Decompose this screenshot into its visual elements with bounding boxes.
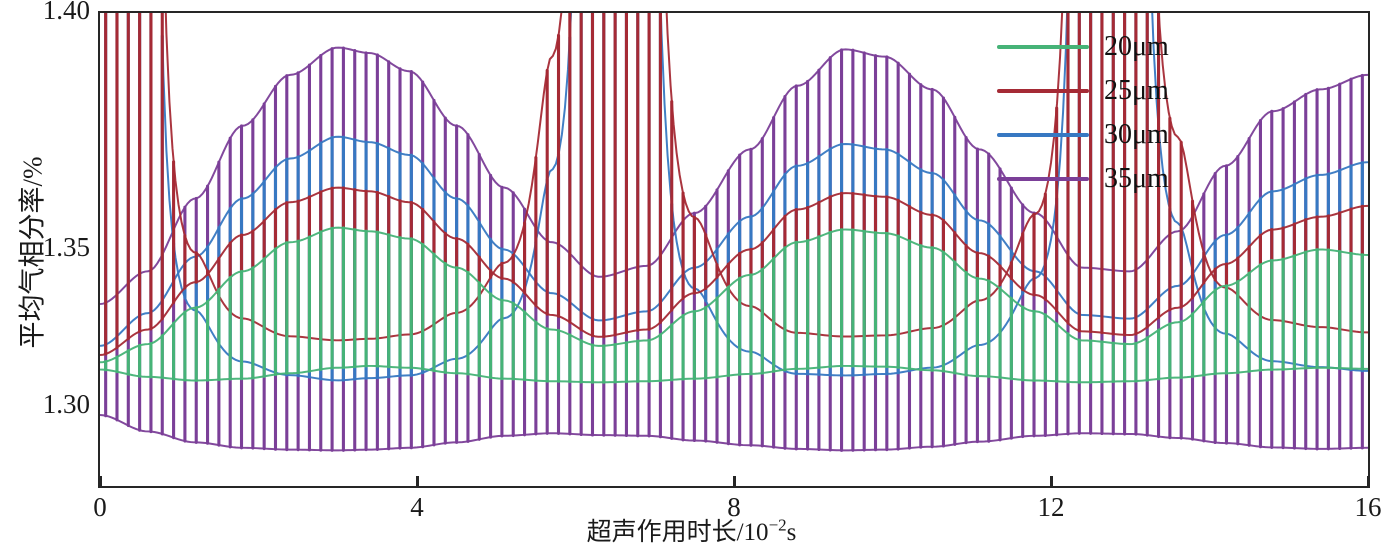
x-tick-mark-0 [99,476,102,488]
x-tick-label-12: 12 [1037,492,1065,522]
x-tick-mark-4 [416,476,419,488]
legend-label-35um: 35μm [1104,163,1169,194]
plot-area [98,11,1370,488]
y-tick-label-140: 1.40 [42,0,90,25]
legend-item-25um: 25μm [997,74,1247,108]
series-canvas [100,13,1368,486]
series-20μm [100,226,1368,384]
legend-swatch-20um [997,45,1089,49]
x-tick-mark-12 [1050,476,1053,488]
legend-item-30um: 30μm [997,118,1247,152]
x-tick-label-8: 8 [727,492,741,522]
y-tick-label-130: 1.30 [42,389,90,419]
y-tick-label-135: 1.35 [42,232,90,262]
x-axis-title: 超声作用时长/10−2s [0,515,1383,548]
x-tick-label-0: 0 [93,492,107,522]
x-axis-title-main: 超声作用时长/10 [586,519,769,546]
legend-swatch-25um [997,89,1089,93]
y-axis-title: 平均气相分率/% [17,156,48,349]
x-axis-title-unit: s [786,519,797,546]
legend: 20μm 25μm 30μm 35μm [997,30,1247,196]
x-tick-label-16: 16 [1354,492,1382,522]
legend-swatch-35um [997,177,1089,181]
x-tick-mark-8 [733,476,736,488]
legend-label-20um: 20μm [1104,31,1169,62]
x-axis-title-exponent: −2 [768,515,787,535]
x-tick-label-4: 4 [410,492,424,522]
legend-label-30um: 30μm [1104,119,1169,150]
legend-swatch-30um [997,133,1089,137]
legend-item-20um: 20μm [997,30,1247,64]
legend-label-25um: 25μm [1104,75,1169,106]
x-tick-mark-16 [1367,476,1370,488]
legend-item-35um: 35μm [997,162,1247,196]
